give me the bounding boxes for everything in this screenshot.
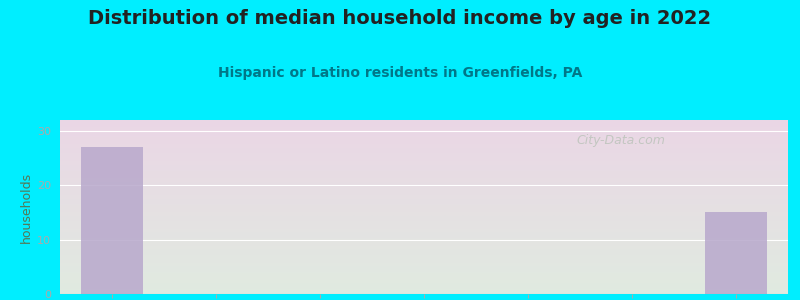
Text: Distribution of median household income by age in 2022: Distribution of median household income … xyxy=(89,9,711,28)
Y-axis label: households: households xyxy=(20,171,33,243)
Bar xyxy=(81,147,143,294)
Text: City-Data.com: City-Data.com xyxy=(576,134,665,147)
Bar xyxy=(705,212,767,294)
Text: Hispanic or Latino residents in Greenfields, PA: Hispanic or Latino residents in Greenfie… xyxy=(218,66,582,80)
